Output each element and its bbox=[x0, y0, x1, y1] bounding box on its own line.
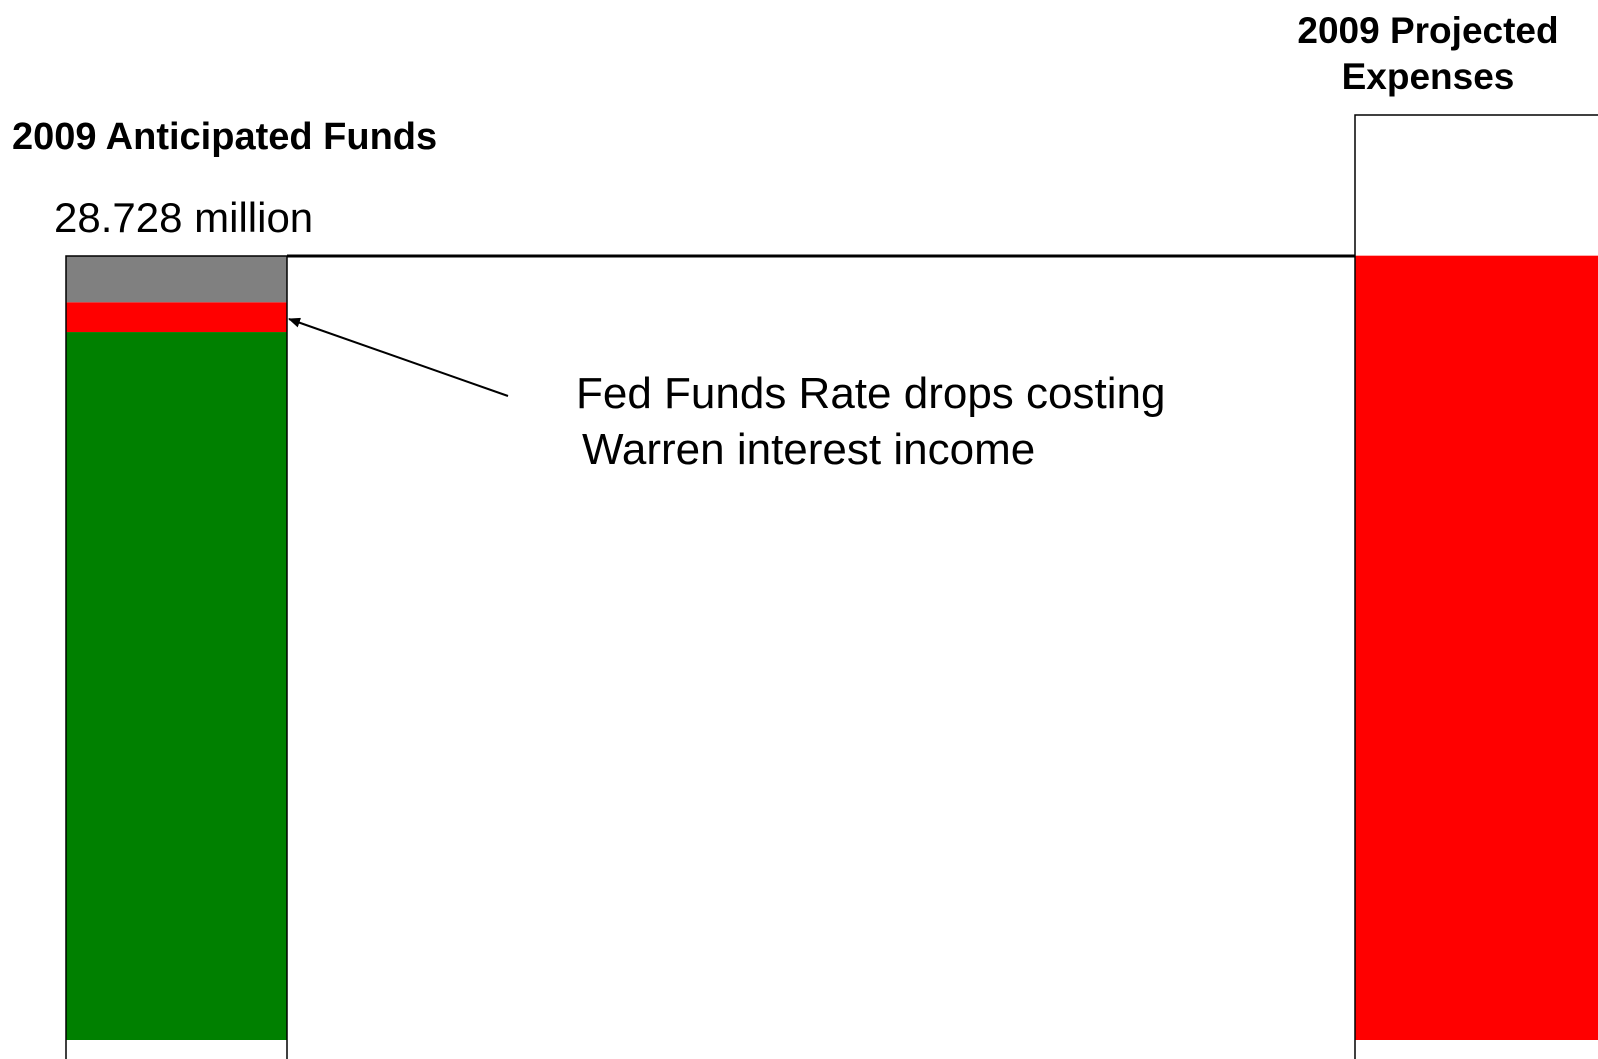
annotation-line-1: Fed Funds Rate drops costing bbox=[576, 369, 1166, 418]
bar-1-segment-3 bbox=[66, 256, 287, 303]
bar-1-segment-1 bbox=[66, 332, 287, 1041]
anticipated-funds-title: 2009 Anticipated Funds bbox=[12, 116, 438, 158]
projected-expenses-title-line-2: Expenses bbox=[1341, 56, 1515, 97]
annotation-line-2: Warren interest income bbox=[582, 425, 1036, 474]
bar-2-segment-1 bbox=[1355, 255, 1598, 1041]
annotation-arrow bbox=[288, 317, 509, 397]
bar-1-outline bbox=[65, 255, 288, 1059]
bar-1-segment-2 bbox=[66, 302, 287, 333]
bar-2-segment-2 bbox=[1355, 115, 1598, 256]
anticipated-funds-total-label: 28.728 million bbox=[54, 194, 314, 241]
projected-expenses-title-line-1: 2009 Projected bbox=[1297, 10, 1559, 51]
projected-expenses-title: 2009 Projected Expenses bbox=[1268, 8, 1588, 100]
fed-funds-annotation: Fed Funds Rate drops costing Warren inte… bbox=[576, 366, 1165, 478]
bar-2-outline bbox=[1354, 114, 1598, 1059]
